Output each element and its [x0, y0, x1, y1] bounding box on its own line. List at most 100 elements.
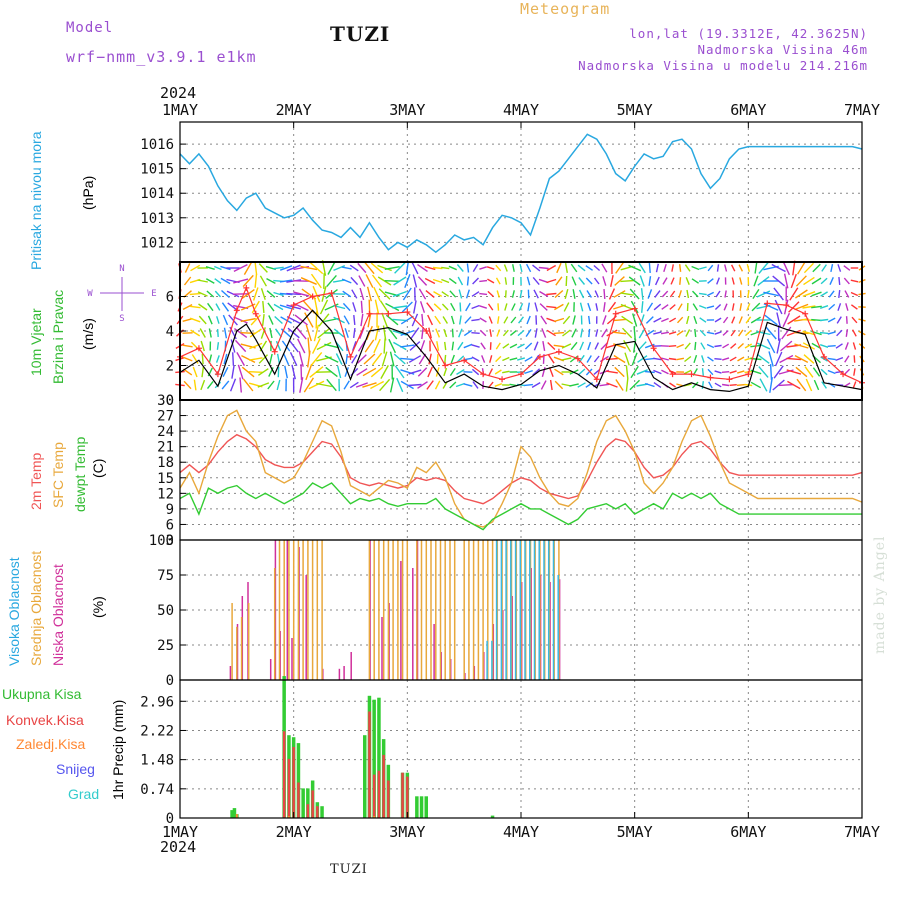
frozen-precip-bar [373, 816, 376, 818]
total-precip-bar [363, 735, 367, 818]
wind-arrow [763, 291, 779, 297]
wind-arrow [803, 262, 815, 274]
wind-arrow [684, 355, 692, 363]
wind-arrow [269, 327, 273, 339]
wind-arrow [233, 316, 248, 324]
wind-arrow [408, 355, 422, 363]
wind-arrow [805, 378, 813, 392]
wind-arrow [496, 329, 501, 337]
wind-arrow [276, 379, 281, 391]
total-precip-bar [230, 810, 234, 818]
wind-arrow [756, 342, 771, 350]
wind-arrow [614, 276, 625, 286]
y-tick-label: 1012 [140, 235, 174, 251]
wind-arrow [517, 329, 525, 337]
wind-arrow [595, 329, 599, 337]
wind-arrow [448, 265, 457, 271]
wind-arrow [449, 381, 457, 389]
wind-arrow [266, 277, 276, 285]
conv-precip-bar [387, 780, 390, 818]
wind-arrow [578, 277, 586, 285]
pressure-panel-frame [179, 121, 863, 263]
wind-arrow [546, 264, 557, 272]
precip-hail-label: Grad [68, 786, 100, 802]
wind-arrow [525, 263, 532, 273]
wind-arrow [417, 264, 428, 272]
y-tick-label: 25 [157, 638, 174, 654]
wind-arrow [694, 341, 697, 351]
wind-arrow [694, 328, 697, 338]
wind-arrow [795, 289, 808, 299]
wind-arrow [495, 342, 501, 350]
wind-arrow [316, 382, 332, 388]
wind-arrow [183, 380, 192, 390]
wind-arrow [364, 339, 375, 353]
year-top: 2024 [160, 84, 197, 102]
wind-arrow [797, 261, 806, 275]
wind-arrow [487, 290, 494, 298]
wind-arrow [653, 303, 662, 311]
wind-arrow [684, 342, 691, 350]
wind-arrow [723, 303, 728, 311]
wind-arrow [410, 327, 420, 339]
wind-arrow [512, 264, 515, 272]
wind-arrow [233, 278, 249, 284]
wind-arrow [286, 315, 301, 325]
y-tick-label: 0.74 [140, 782, 174, 798]
wind-arrow [333, 328, 345, 338]
y-tick-label: 0 [166, 393, 174, 409]
wind-arrow [273, 266, 284, 270]
wind-arrow [326, 378, 337, 392]
wind-arrow [221, 289, 230, 299]
wind-arrow [605, 370, 618, 374]
wind-arrow [837, 303, 842, 311]
wind-arrow [463, 383, 473, 387]
wind-arrow [388, 338, 397, 354]
wind-arrow [644, 382, 655, 388]
wind-arrow [466, 276, 470, 286]
y-tick-label: 15 [157, 471, 174, 487]
wind-arrow [691, 265, 700, 271]
wind-arrow [579, 302, 584, 312]
wind-arrow [601, 263, 608, 273]
wind-arrow [836, 329, 843, 337]
wind-arrow [200, 379, 206, 391]
wind-arrow [542, 340, 546, 352]
compass-west: W [87, 289, 93, 299]
wind-arrow [280, 316, 292, 324]
wind-arrow [662, 277, 668, 285]
wind-arrow [444, 341, 447, 351]
wind-arrow [811, 277, 822, 285]
wind-arrow [701, 355, 705, 363]
wind-arrow [207, 302, 214, 312]
wind-arrow [766, 338, 776, 354]
wind-arrow [526, 276, 531, 286]
wind-arrow [786, 369, 802, 375]
wind-arrow [776, 338, 781, 354]
coordinates: lon,lat (19.3312E, 42.3625N) [629, 26, 868, 41]
wind-arrow [539, 290, 549, 298]
wind-arrow [504, 303, 508, 311]
wind-arrow [393, 341, 407, 351]
wind-arrow [208, 328, 212, 338]
wind-arrow [729, 384, 737, 386]
wind-arrow [281, 340, 291, 352]
wind-arrow [669, 317, 677, 323]
wind-arrow [620, 292, 634, 296]
wind-arrow [471, 332, 480, 334]
wind-arrow [653, 317, 662, 323]
wind-arrow [620, 279, 634, 283]
wind-arrow [721, 371, 730, 373]
wind-arrow [324, 355, 339, 363]
wind-arrow [569, 383, 579, 387]
wind-arrow [572, 315, 576, 325]
wind-arrow [564, 289, 569, 299]
wind-arrow [384, 280, 400, 282]
wind-arrow [519, 263, 523, 273]
wind-arrow [441, 291, 449, 297]
wind-arrow [539, 303, 548, 311]
wind-arrow [533, 341, 539, 351]
wind-arrow [628, 264, 642, 272]
wind-arrow [258, 354, 269, 364]
wind-arrow [276, 353, 281, 365]
